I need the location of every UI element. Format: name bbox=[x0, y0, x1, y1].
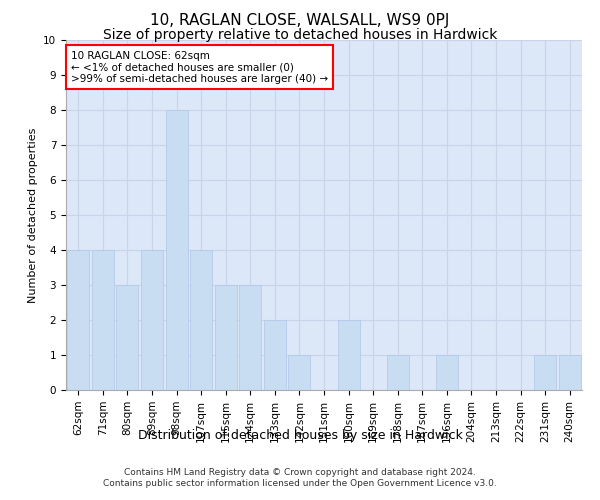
Bar bbox=[559, 355, 581, 390]
Bar bbox=[166, 110, 188, 390]
Bar bbox=[92, 250, 114, 390]
Text: Size of property relative to detached houses in Hardwick: Size of property relative to detached ho… bbox=[103, 28, 497, 42]
Text: Contains HM Land Registry data © Crown copyright and database right 2024.
Contai: Contains HM Land Registry data © Crown c… bbox=[103, 468, 497, 487]
Bar bbox=[190, 250, 212, 390]
Bar bbox=[215, 285, 237, 390]
Bar bbox=[436, 355, 458, 390]
Bar bbox=[338, 320, 359, 390]
Bar bbox=[534, 355, 556, 390]
Bar bbox=[264, 320, 286, 390]
Text: Distribution of detached houses by size in Hardwick: Distribution of detached houses by size … bbox=[137, 430, 463, 442]
Y-axis label: Number of detached properties: Number of detached properties bbox=[28, 128, 38, 302]
Bar bbox=[116, 285, 139, 390]
Text: 10 RAGLAN CLOSE: 62sqm
← <1% of detached houses are smaller (0)
>99% of semi-det: 10 RAGLAN CLOSE: 62sqm ← <1% of detached… bbox=[71, 50, 328, 84]
Text: 10, RAGLAN CLOSE, WALSALL, WS9 0PJ: 10, RAGLAN CLOSE, WALSALL, WS9 0PJ bbox=[151, 12, 449, 28]
Bar bbox=[141, 250, 163, 390]
Bar bbox=[386, 355, 409, 390]
Bar bbox=[67, 250, 89, 390]
Bar bbox=[289, 355, 310, 390]
Bar bbox=[239, 285, 262, 390]
